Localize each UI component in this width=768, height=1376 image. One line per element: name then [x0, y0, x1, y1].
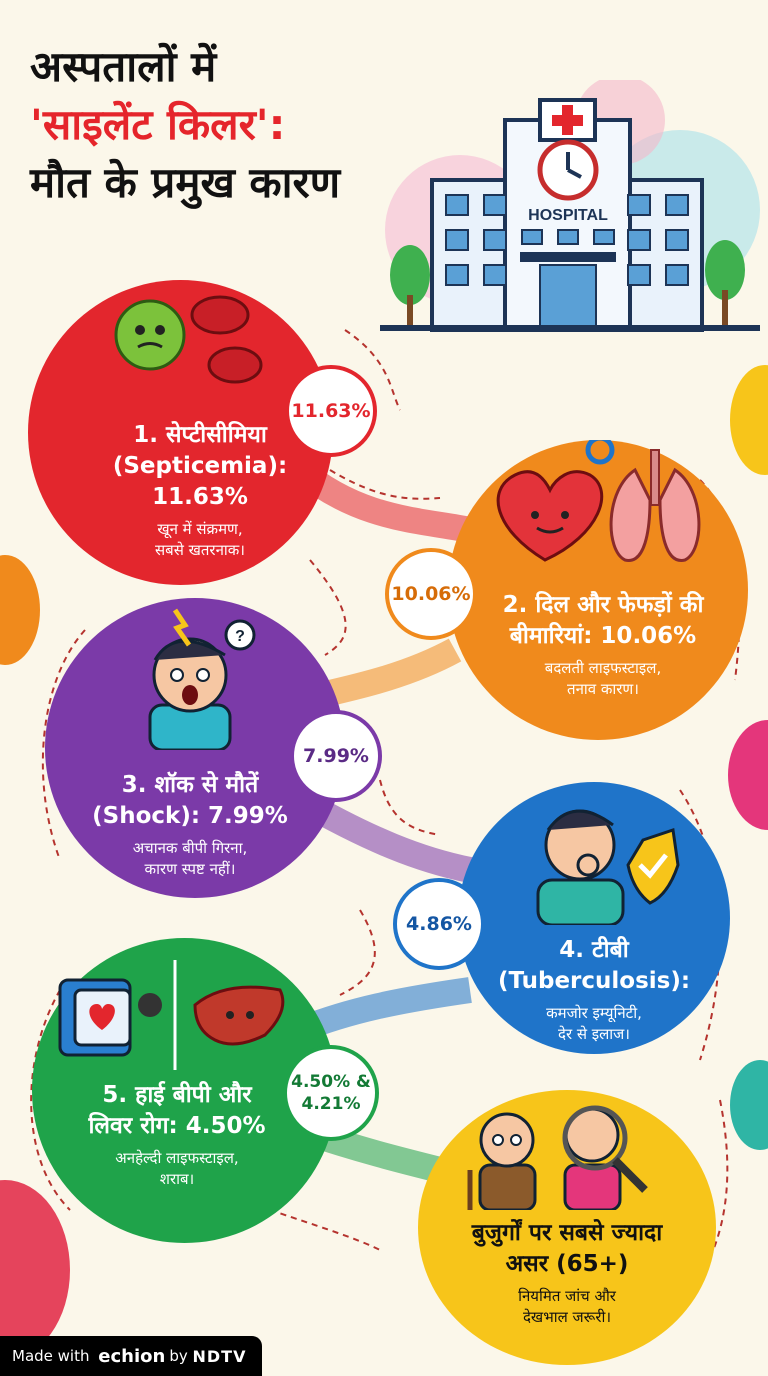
- badge-bp-liver-value-1: 4.50% &: [291, 1072, 371, 1092]
- elderly-desc-line1: नियमित जांच और: [518, 1287, 616, 1305]
- title-line-1: अस्पतालों में: [30, 42, 217, 91]
- badge-shock: 7.99%: [290, 710, 382, 802]
- badge-tb: 4.86%: [393, 878, 485, 970]
- bp-monitor-liver-icon: [58, 960, 285, 1070]
- hospital-sign-text: HOSPITAL: [528, 207, 608, 224]
- title-line-3: मौत के प्रमुख कारण: [30, 158, 341, 207]
- svg-text:?: ?: [235, 628, 245, 645]
- cause-3-desc-line2: कारण स्पष्ट नहीं।: [144, 860, 236, 878]
- footer-partner-logo: NDTV: [192, 1346, 247, 1366]
- cause-4-desc-line2: देर से इलाज।: [557, 1025, 630, 1043]
- badge-heart-lung: 10.06%: [385, 548, 477, 640]
- badge-septicemia-value: 11.63%: [291, 400, 371, 422]
- cause-4-text: 4. टीबी (Tuberculosis): कमजोर इम्यूनिटी,…: [478, 935, 710, 1045]
- coughing-person-shield-icon: [536, 809, 680, 925]
- elderly-impact-text: बुजुर्गों पर सबसे ज्यादा असर (65+) नियमि…: [428, 1218, 706, 1328]
- cause-1-text: 1. सेप्टीसीमिया (Septicemia): 11.63% खून…: [70, 420, 330, 561]
- elderly-title-line2: असर (65+): [505, 1251, 629, 1277]
- cause-5-text: 5. हाई बीपी और लिवर रोग: 4.50% अनहेल्दी …: [62, 1080, 292, 1190]
- cause-4-desc-line1: कमजोर इम्यूनिटी,: [546, 1004, 642, 1022]
- heart-lungs-icon: [496, 440, 701, 562]
- badge-heart-lung-value: 10.06%: [391, 583, 471, 605]
- badge-shock-value: 7.99%: [303, 745, 369, 767]
- badge-tb-value: 4.86%: [406, 913, 472, 935]
- cause-2-title-line2: बीमारियां: 10.06%: [509, 623, 697, 649]
- cause-3-title-line2: (Shock): 7.99%: [92, 803, 288, 829]
- cause-5-desc-line1: अनहेल्दी लाइफस्टाइल,: [115, 1149, 239, 1167]
- hospital-icon: HOSPITAL: [380, 75, 760, 332]
- cause-2-title-line1: 2. दिल और फेफड़ों की: [502, 592, 704, 618]
- cause-1-title-line1: 1. सेप्टीसीमिया: [133, 422, 267, 448]
- title-line-2: 'साइलेंट किलर':: [30, 100, 286, 149]
- badge-bp-liver-value-2: 4.21%: [301, 1094, 361, 1114]
- hospital-illustration: HOSPITAL: [380, 75, 760, 335]
- cause-3-title-line1: 3. शॉक से मौतें: [121, 772, 259, 798]
- footer-attribution[interactable]: Made with echion by NDTV: [0, 1336, 262, 1376]
- virus-blood-cells-icon: [114, 295, 263, 384]
- badge-septicemia: 11.63%: [285, 365, 377, 457]
- cause-2-desc-line1: बदलती लाइफस्टाइल,: [544, 659, 662, 677]
- cause-5-title-line2: लिवर रोग: 4.50%: [88, 1113, 266, 1139]
- elderly-title-line1: बुजुर्गों पर सबसे ज्यादा: [471, 1220, 663, 1246]
- shocked-person-icon: ?: [148, 608, 256, 750]
- footer-by: by: [169, 1347, 188, 1365]
- cause-4-title-line1: 4. टीबी: [559, 937, 629, 963]
- elderly-desc-line2: देखभाल जरूरी।: [522, 1308, 612, 1326]
- cause-4-title-line2: (Tuberculosis):: [497, 968, 691, 994]
- cause-5-title-line1: 5. हाई बीपी और: [102, 1082, 252, 1108]
- cause-1-title-line2: (Septicemia): 11.63%: [112, 453, 288, 510]
- cause-5-desc-line2: शराब।: [159, 1170, 195, 1188]
- cause-1-desc-line2: सबसे खतरनाक।: [155, 541, 245, 559]
- cause-3-desc-line1: अचानक बीपी गिरना,: [132, 839, 248, 857]
- cause-1-desc-line1: खून में संक्रमण,: [157, 520, 243, 538]
- cause-3-text: 3. शॉक से मौतें (Shock): 7.99% अचानक बीप…: [70, 770, 310, 880]
- elderly-couple-icon: [467, 1105, 648, 1210]
- badge-bp-liver: 4.50% & 4.21%: [283, 1045, 379, 1141]
- cause-2-desc-line2: तनाव कारण।: [567, 680, 639, 698]
- cause-2-text: 2. दिल और फेफड़ों की बीमारियां: 10.06% ब…: [468, 590, 738, 700]
- footer-made-with: Made with: [12, 1347, 90, 1365]
- page-title: अस्पतालों में 'साइलेंट किलर': मौत के प्र…: [30, 38, 430, 212]
- footer-brand-logo: echion: [98, 1345, 166, 1367]
